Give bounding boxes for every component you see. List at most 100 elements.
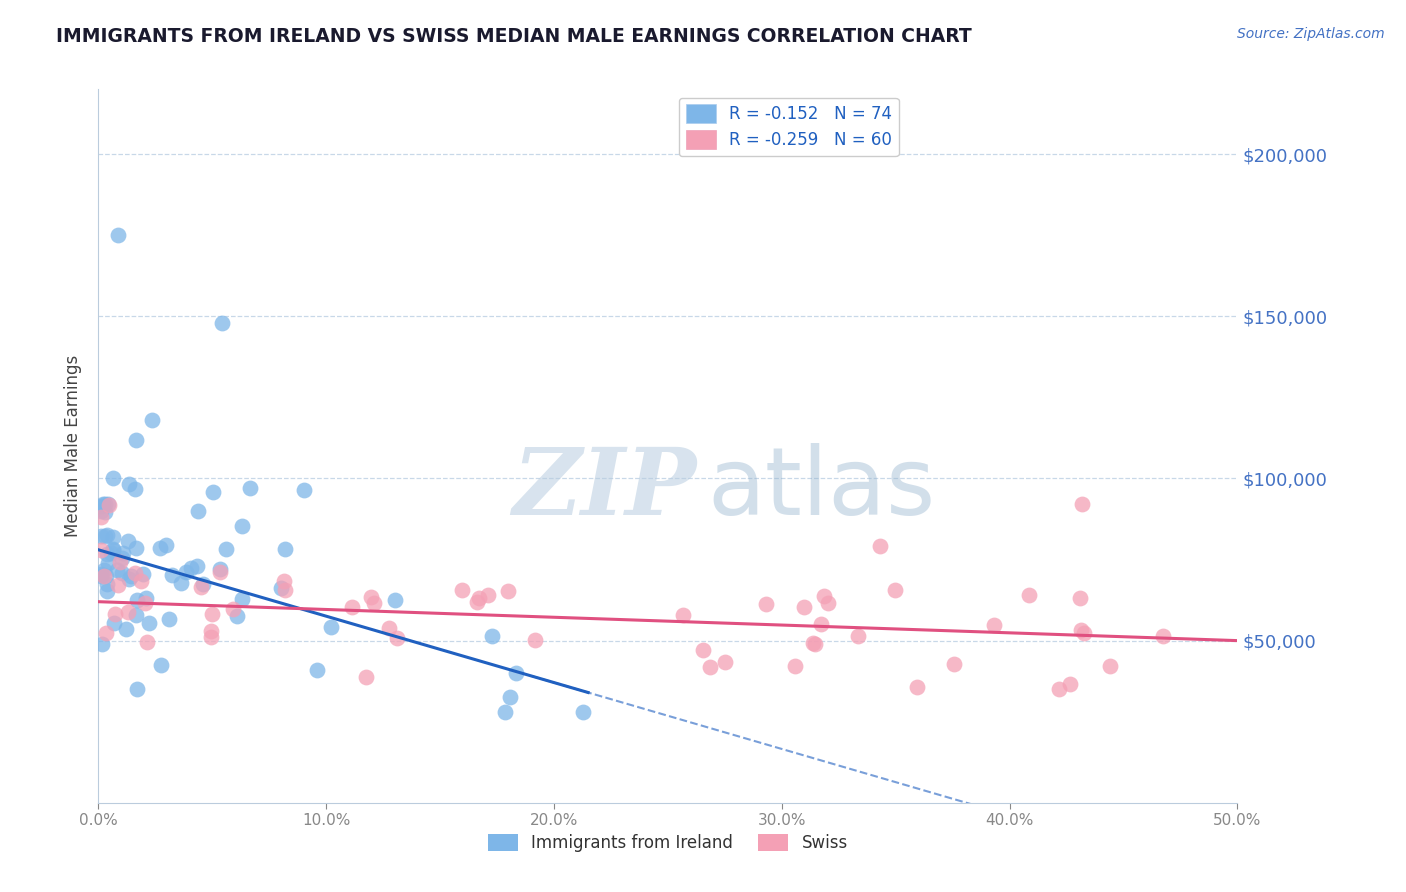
Point [103,616,125,631]
Point [129,574,152,588]
Point [869,539,891,553]
Point [141,413,163,427]
Point [90,499,112,513]
Point [672,608,695,623]
Point [97,497,120,511]
Point [105,563,128,577]
Point [270,582,292,596]
Point [804,636,827,650]
Point [783,659,806,673]
Point [97,498,120,512]
Point [124,482,146,496]
Point [477,588,499,602]
Point [1059,677,1081,691]
Point [231,518,253,533]
Point [103,530,125,544]
Point [160,567,183,582]
Point [125,541,148,556]
Point [1099,659,1122,673]
Point [96,584,118,599]
Point [174,566,197,580]
Point [96,547,118,561]
Point [93,563,115,577]
Point [125,607,148,622]
Point [494,705,516,719]
Y-axis label: Median Male Earnings: Median Male Earnings [65,355,83,537]
Point [200,630,222,644]
Point [524,632,547,647]
Point [94,497,117,511]
Point [713,655,735,669]
Point [190,580,212,594]
Text: atlas: atlas [707,442,936,535]
Point [801,636,824,650]
Point [134,596,156,610]
Point [90,566,112,581]
Point [292,483,315,497]
Point [231,592,253,607]
Point [810,617,832,632]
Point [149,541,172,555]
Point [1069,591,1091,605]
Point [360,591,382,605]
Point [150,657,173,672]
Point [274,541,297,556]
Point [104,607,127,621]
Point [342,600,364,615]
Point [155,538,177,552]
Point [170,575,193,590]
Point [356,671,378,685]
Point [465,595,488,609]
Point [117,534,139,549]
Point [208,565,231,579]
Point [117,572,139,586]
Point [211,316,233,330]
Point [115,622,138,636]
Legend: Immigrants from Ireland, Swiss: Immigrants from Ireland, Swiss [481,827,855,859]
Point [127,681,149,696]
Point [378,621,401,635]
Point [107,578,129,592]
Point [813,589,835,603]
Point [481,629,503,643]
Point [385,631,408,645]
Point [90,510,112,524]
Point [817,596,839,610]
Point [221,602,243,616]
Point [450,582,472,597]
Text: IMMIGRANTS FROM IRELAND VS SWISS MEDIAN MALE EARNINGS CORRELATION CHART: IMMIGRANTS FROM IRELAND VS SWISS MEDIAN … [56,27,972,45]
Point [191,577,214,591]
Point [186,558,208,573]
Point [1073,626,1095,640]
Point [202,484,225,499]
Point [108,555,131,569]
Point [112,546,135,560]
Point [101,471,124,485]
Point [273,582,295,597]
Point [225,608,247,623]
Point [884,583,907,598]
Point [90,504,112,518]
Point [93,505,115,519]
Point [209,562,232,576]
Point [138,615,160,630]
Point [135,634,157,648]
Point [90,529,112,543]
Point [499,690,522,705]
Point [96,556,118,570]
Point [848,629,870,643]
Point [107,228,129,243]
Point [125,593,148,607]
Point [215,541,238,556]
Point [239,481,262,495]
Point [135,591,157,605]
Point [1152,629,1174,643]
Point [110,551,132,566]
Point [273,574,295,588]
Point [94,569,117,583]
Point [1047,681,1070,696]
Point [91,637,114,651]
Text: ZIP: ZIP [512,444,696,533]
Point [699,660,721,674]
Point [120,569,142,583]
